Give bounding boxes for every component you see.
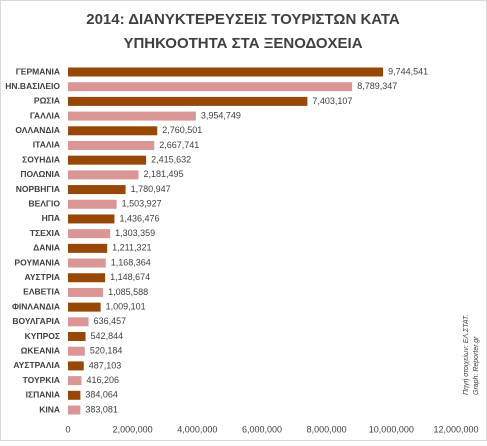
bar bbox=[68, 317, 89, 327]
bar bbox=[68, 140, 155, 150]
y-tick-label: ΓΑΛΛΙΑ bbox=[30, 110, 60, 120]
value-label: 487,103 bbox=[89, 360, 122, 370]
y-tick-label: ΕΛΒΕΤΙΑ bbox=[23, 287, 60, 297]
bar bbox=[68, 273, 106, 283]
value-label: 1,780,947 bbox=[131, 184, 171, 194]
x-tick-label: 2,000,000 bbox=[113, 424, 153, 434]
bar bbox=[68, 96, 308, 106]
x-tick-label: 8,000,000 bbox=[307, 424, 347, 434]
bar bbox=[68, 155, 147, 165]
y-tick-label: ΑΥΣΤΡΑΛΙΑ bbox=[13, 360, 60, 370]
value-label: 9,744,541 bbox=[388, 66, 428, 76]
value-label: 520,184 bbox=[90, 346, 123, 356]
value-label: 1,085,588 bbox=[108, 287, 148, 297]
y-tick-label: ΤΣΕΧΙΑ bbox=[30, 228, 60, 238]
value-label: 1,009,101 bbox=[106, 302, 146, 312]
x-tick-label: 6,000,000 bbox=[242, 424, 282, 434]
value-label: 1,148,674 bbox=[110, 272, 150, 282]
value-label: 2,760,501 bbox=[162, 125, 202, 135]
bar bbox=[68, 185, 126, 195]
y-tick-label: ΟΛΛΑΝΔΙΑ bbox=[15, 125, 60, 135]
value-label: 1,503,927 bbox=[122, 199, 162, 209]
bar bbox=[68, 126, 158, 136]
value-label: 2,415,632 bbox=[151, 155, 191, 165]
bar bbox=[68, 229, 111, 239]
y-tick-label: ΓΕΡΜΑΝΙΑ bbox=[16, 66, 60, 76]
y-tick-label: ΙΤΑΛΙΑ bbox=[33, 140, 60, 150]
y-tick-label: ΡΩΣΙΑ bbox=[34, 96, 60, 106]
bar bbox=[68, 390, 81, 400]
bar bbox=[68, 243, 108, 253]
bar bbox=[68, 346, 85, 356]
bar bbox=[68, 111, 196, 121]
bar bbox=[68, 332, 86, 342]
source-note: Graph: Reporter.gr bbox=[473, 336, 480, 395]
value-label: 384,064 bbox=[85, 390, 118, 400]
bar bbox=[68, 376, 82, 386]
y-tick-label: ΙΣΠΑΝΙΑ bbox=[26, 390, 60, 400]
y-tick-label: ΒΟΥΛΓΑΡΙΑ bbox=[12, 316, 60, 326]
x-tick-label: 10,000,000 bbox=[369, 424, 414, 434]
bar bbox=[68, 405, 81, 415]
x-tick-label: 12,000,000 bbox=[433, 424, 478, 434]
bar bbox=[68, 214, 115, 224]
value-label: 3,954,749 bbox=[201, 110, 241, 120]
y-tick-label: ΠΟΛΩΝΙΑ bbox=[20, 169, 60, 179]
value-label: 1,303,359 bbox=[115, 228, 155, 238]
y-tick-label: ΗΠΑ bbox=[42, 213, 60, 223]
value-label: 383,081 bbox=[85, 404, 118, 414]
y-tick-label: ΣΟΥΗΔΙΑ bbox=[22, 154, 60, 164]
bar bbox=[68, 67, 384, 77]
x-tick-label: 0 bbox=[65, 424, 70, 434]
y-tick-label: ΤΟΥΡΚΙΑ bbox=[23, 375, 60, 385]
value-label: 1,211,321 bbox=[112, 243, 151, 253]
bar bbox=[68, 258, 106, 268]
value-label: 416,206 bbox=[86, 375, 119, 385]
y-tick-label: ΚΥΠΡΟΣ bbox=[25, 331, 60, 341]
value-label: 542,844 bbox=[91, 331, 124, 341]
value-label: 1,168,364 bbox=[111, 257, 151, 267]
value-label: 636,457 bbox=[94, 316, 127, 326]
y-tick-label: ΑΥΣΤΡΙΑ bbox=[25, 272, 61, 282]
y-tick-label: ΡΟΥΜΑΝΙΑ bbox=[14, 257, 60, 267]
value-label: 7,403,107 bbox=[312, 96, 352, 106]
chart-title: 2014: ΔΙΑΝΥΚΤΕΡΕΥΣΕΙΣ ΤΟΥΡΙΣΤΩΝ ΚΑΤΑ bbox=[86, 11, 400, 28]
bar bbox=[68, 82, 353, 92]
bar bbox=[68, 170, 139, 180]
bar bbox=[68, 361, 84, 371]
source-note: Πηγή στοιχείων: ΕΛ.ΣΤΑΤ. bbox=[462, 314, 470, 395]
y-tick-label: ΗΝ.ΒΑΣΙΛΕΙΟ bbox=[5, 81, 60, 91]
y-tick-label: ΒΕΛΓΙΟ bbox=[28, 199, 60, 209]
chart-title: ΥΠΗΚΟΟΤΗΤΑ ΣΤΑ ΞΕΝΟΔΟΧΕΙΑ bbox=[123, 35, 362, 52]
y-tick-label: ΔΑΝΙΑ bbox=[33, 243, 60, 253]
bar bbox=[68, 199, 117, 209]
value-label: 8,789,347 bbox=[357, 81, 397, 91]
bar bbox=[68, 302, 101, 312]
y-tick-label: ΚΙΝΑ bbox=[39, 404, 60, 414]
bar bbox=[68, 287, 104, 297]
y-tick-label: ΩΚΕΑΝΙΑ bbox=[21, 345, 60, 355]
x-tick-label: 4,000,000 bbox=[177, 424, 217, 434]
value-label: 1,436,476 bbox=[119, 213, 159, 223]
value-label: 2,181,495 bbox=[144, 169, 184, 179]
y-tick-label: ΝΟΡΒΗΓΙΑ bbox=[16, 184, 60, 194]
y-tick-label: ΦΙΝΛΑΝΔΙΑ bbox=[12, 301, 60, 311]
value-label: 2,667,741 bbox=[159, 140, 199, 150]
